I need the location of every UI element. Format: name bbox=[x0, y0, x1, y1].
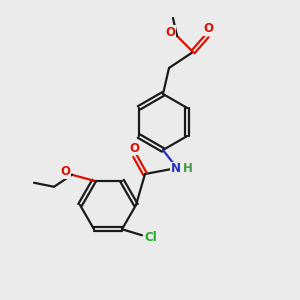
Text: O: O bbox=[60, 165, 70, 178]
Text: O: O bbox=[203, 22, 213, 35]
Text: O: O bbox=[129, 142, 139, 154]
Text: O: O bbox=[165, 26, 175, 38]
Text: H: H bbox=[183, 163, 193, 176]
Text: N: N bbox=[171, 163, 181, 176]
Text: Cl: Cl bbox=[145, 231, 158, 244]
